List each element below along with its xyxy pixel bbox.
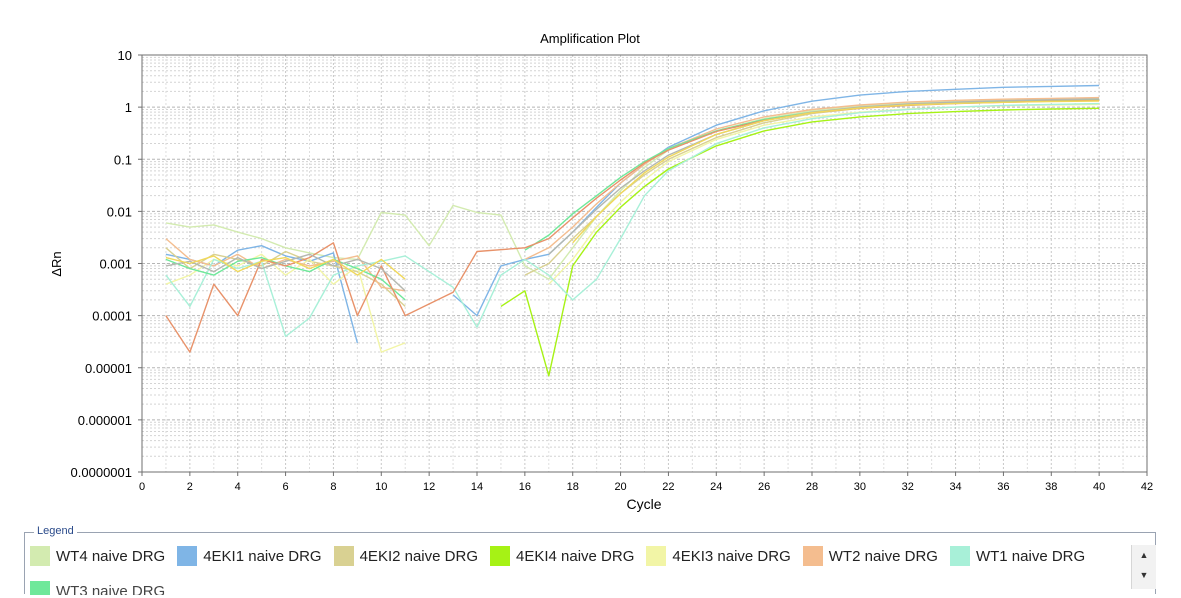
x-tick-label: 30: [854, 481, 866, 493]
legend-swatch: [30, 581, 50, 595]
series-line: [165, 97, 1100, 280]
y-tick-label: 0.00001: [85, 361, 132, 376]
series-line: [165, 238, 406, 292]
chart-title: Amplification Plot: [540, 31, 640, 46]
y-tick-label: 0.0001: [92, 309, 132, 324]
legend-scrollbar[interactable]: ▲ ▼: [1131, 545, 1156, 589]
x-tick-label: 20: [614, 481, 626, 493]
series-line: [165, 99, 1100, 353]
y-tick-label: 0.0000001: [71, 465, 132, 480]
y-tick-label: 10: [118, 48, 132, 63]
x-tick-label: 34: [949, 481, 961, 493]
scroll-down-icon[interactable]: ▼: [1139, 570, 1149, 580]
legend-label: 4EKI4 naive DRG: [515, 547, 635, 565]
legend-label: WT1 naive DRG: [975, 547, 1086, 565]
x-tick-label: 24: [710, 481, 722, 493]
legend-row-2: WT3 naive DRG: [30, 581, 430, 595]
legend-swatch: [949, 546, 970, 566]
x-tick-label: 42: [1141, 481, 1153, 493]
x-tick-label: 10: [375, 481, 387, 493]
legend-item[interactable]: WT4 naive DRG: [30, 543, 165, 569]
amplification-plot: Amplification Plot 10 1 0.1 0.01 0.001 0.0001…: [49, 31, 1153, 512]
series-line: [165, 102, 1100, 338]
y-tick-label: 0.1: [114, 152, 132, 167]
y-tick-label: 0.001: [99, 257, 132, 272]
legend-swatch: [646, 546, 667, 566]
series-line: [500, 107, 1100, 377]
x-axis-ticks: 0 2 4 6 8 10 12 14 16 18 20 22 24 26 28 30 32 34 36 38 40 42: [139, 472, 1153, 493]
series-line: [524, 96, 1100, 261]
x-tick-label: 8: [330, 481, 336, 493]
x-tick-label: 0: [139, 481, 145, 493]
x-tick-label: 36: [997, 481, 1009, 493]
series-line: [165, 253, 406, 353]
x-tick-label: 28: [806, 481, 818, 493]
legend-label: WT4 naive DRG: [56, 547, 166, 565]
legend-row: WT4 naive DRG 4EKI1 naive DRG 4EKI2 naive …: [30, 543, 1122, 569]
legend-item[interactable]: 4EKI4 naive DRG: [489, 543, 635, 569]
legend-label: WT2 naive DRG: [828, 547, 938, 565]
x-tick-label: 6: [283, 481, 289, 493]
legend-item[interactable]: 4EKI3 naive DRG: [646, 543, 791, 569]
x-tick-label: 26: [758, 481, 770, 493]
series-line: [165, 255, 406, 280]
x-axis-label: Cycle: [626, 496, 661, 512]
x-tick-label: 14: [471, 481, 483, 493]
legend-title: Legend: [34, 525, 77, 537]
x-tick-label: 12: [423, 481, 435, 493]
legend-swatch: [802, 546, 823, 566]
legend-swatch: [333, 546, 354, 566]
x-tick-label: 32: [902, 481, 914, 493]
legend-item[interactable]: WT1 naive DRG: [949, 543, 1086, 569]
x-tick-label: 16: [519, 481, 531, 493]
series-lines: [165, 84, 1100, 377]
plot-grid: [141, 54, 1148, 473]
x-tick-label: 40: [1093, 481, 1105, 493]
scroll-up-icon[interactable]: ▲: [1139, 550, 1149, 560]
x-tick-label: 18: [567, 481, 579, 493]
legend-swatch: [489, 546, 510, 566]
legend-label: WT3 naive DRG: [56, 583, 166, 595]
y-axis-ticks: 10 1 0.1 0.01 0.001 0.0001 0.00001 0.000001 0.00…: [71, 48, 142, 480]
legend-swatch: [30, 546, 50, 566]
y-tick-label: 0.01: [107, 204, 132, 219]
series-line: [548, 98, 1100, 255]
series-line: [165, 253, 406, 292]
series-line: [548, 103, 1100, 285]
legend-swatch: [177, 546, 198, 566]
legend-item[interactable]: 4EKI2 naive DRG: [333, 543, 478, 569]
x-tick-label: 2: [187, 481, 193, 493]
y-axis-label: ΔRn: [49, 251, 64, 276]
y-tick-label: 0.000001: [78, 413, 132, 428]
x-tick-label: 38: [1045, 481, 1057, 493]
legend-item[interactable]: WT2 naive DRG: [802, 543, 938, 569]
x-tick-label: 22: [662, 481, 674, 493]
legend-item[interactable]: 4EKI1 naive DRG: [177, 543, 322, 569]
series-line: [572, 100, 1100, 244]
legend-label: 4EKI3 naive DRG: [672, 547, 791, 565]
legend-label: 4EKI1 naive DRG: [203, 547, 322, 565]
x-tick-label: 4: [235, 481, 241, 493]
y-tick-label: 1: [125, 100, 132, 115]
legend-label: 4EKI2 naive DRG: [359, 547, 478, 565]
